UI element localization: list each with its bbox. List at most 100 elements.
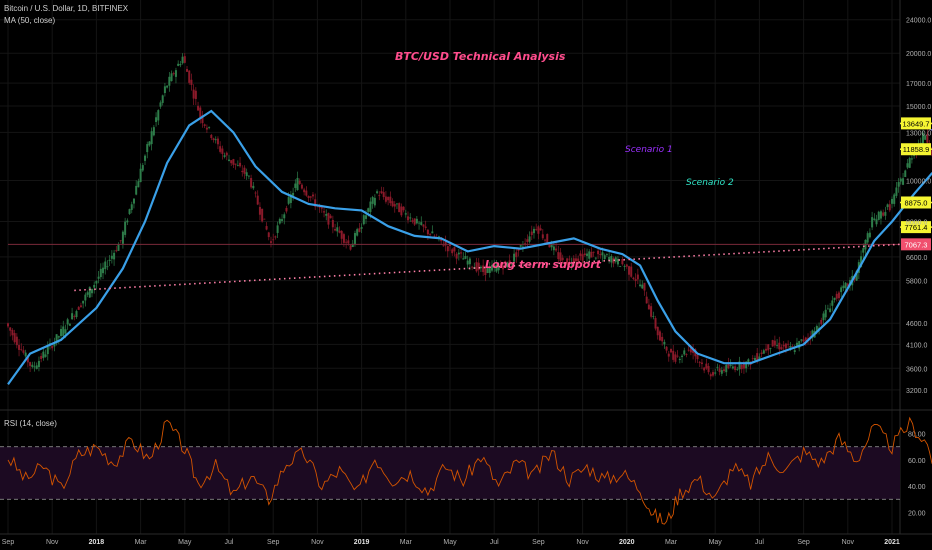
long-term-support-line <box>74 241 932 292</box>
price-tick-label: 8000.0 <box>906 220 928 227</box>
candle-body <box>407 216 410 221</box>
candle-body <box>678 358 681 361</box>
candle-body <box>15 336 18 346</box>
candle-body <box>756 353 759 361</box>
candle-body <box>24 352 27 357</box>
candle-body <box>550 244 553 248</box>
candle-body <box>720 370 723 374</box>
candle-body <box>409 217 412 219</box>
candle-body <box>769 348 772 349</box>
candle-body <box>389 196 392 204</box>
candle-body <box>910 158 913 160</box>
current-price-tag <box>901 238 931 251</box>
candle-body <box>616 258 619 265</box>
candle-body <box>563 265 566 267</box>
candle-body <box>570 262 573 264</box>
candle-body <box>340 230 343 239</box>
candle-body <box>486 267 489 273</box>
candle-body <box>444 241 447 246</box>
candle-body <box>236 165 239 167</box>
candle-body <box>261 208 264 222</box>
candle-body <box>168 76 171 86</box>
candle-body <box>174 70 177 77</box>
candle-body <box>899 178 902 182</box>
price-tick-label: 4100.0 <box>906 342 928 349</box>
candle-body <box>137 181 140 188</box>
candle-body <box>502 266 505 270</box>
candle-body <box>789 346 792 348</box>
candle-body <box>546 234 549 244</box>
candle-body <box>711 372 714 376</box>
candle-body <box>778 342 781 350</box>
candle-body <box>652 316 655 317</box>
time-tick-label: Jul <box>225 539 234 546</box>
candle-body <box>895 187 898 196</box>
candle-body <box>590 251 593 258</box>
candle-body <box>882 212 885 216</box>
candle-body <box>285 207 288 212</box>
candle-body <box>689 347 692 353</box>
symbol-title: Bitcoin / U.S. Dollar, 1D, BITFINEX <box>4 4 129 13</box>
candle-body <box>230 160 233 164</box>
scenario-1-label: Scenario 1 <box>625 145 673 155</box>
candle-body <box>751 358 754 360</box>
time-tick-label: Mar <box>665 539 678 546</box>
candle-body <box>742 363 745 369</box>
candle-body <box>75 311 78 318</box>
candle-body <box>243 167 246 174</box>
candle-body <box>645 296 648 304</box>
candle-body <box>219 146 222 152</box>
candle-body <box>283 214 286 219</box>
candle-body <box>177 63 180 66</box>
time-tick-label: 2018 <box>89 539 105 546</box>
candle-body <box>307 195 310 198</box>
candle-body <box>446 246 449 252</box>
candle-body <box>93 284 96 288</box>
candle-body <box>844 282 847 289</box>
candle-body <box>490 264 493 271</box>
candle-body <box>924 135 927 140</box>
candle-body <box>601 252 604 256</box>
candle-body <box>413 218 416 225</box>
candle-body <box>588 251 591 259</box>
candle-body <box>223 155 226 157</box>
candle-body <box>276 225 279 233</box>
candle-body <box>586 253 589 256</box>
candle-body <box>126 220 129 223</box>
candle-body <box>212 138 215 141</box>
candle-body <box>216 138 219 145</box>
candle-body <box>614 257 617 262</box>
level-tag-label: 11858.9 <box>903 145 930 154</box>
candle-body <box>820 319 823 325</box>
candle-body <box>18 344 21 350</box>
candle-body <box>747 359 750 363</box>
candle-body <box>68 323 71 326</box>
candle-body <box>334 228 337 231</box>
candle-body <box>488 266 491 273</box>
candle-body <box>60 329 63 337</box>
candle-body <box>541 234 544 239</box>
time-tick-label: Jul <box>490 539 499 546</box>
candle-body <box>296 177 299 191</box>
candle-body <box>201 115 204 124</box>
candle-body <box>404 213 407 215</box>
time-tick-label: Jul <box>755 539 764 546</box>
candle-body <box>79 305 82 308</box>
candle-body <box>462 258 465 260</box>
candle-body <box>566 258 569 265</box>
candle-body <box>926 134 929 143</box>
candle-body <box>661 336 664 342</box>
candle-body <box>294 183 297 188</box>
candle-body <box>331 220 334 228</box>
candle-body <box>897 182 900 187</box>
candle-body <box>753 358 756 361</box>
time-tick-label: Nov <box>311 539 324 546</box>
candle-body <box>884 211 887 216</box>
candle-body <box>252 185 255 189</box>
candle-body <box>398 203 401 213</box>
candle-body <box>499 262 502 266</box>
candle-body <box>493 265 496 267</box>
level-tag <box>901 143 931 156</box>
candle-body <box>548 244 551 248</box>
